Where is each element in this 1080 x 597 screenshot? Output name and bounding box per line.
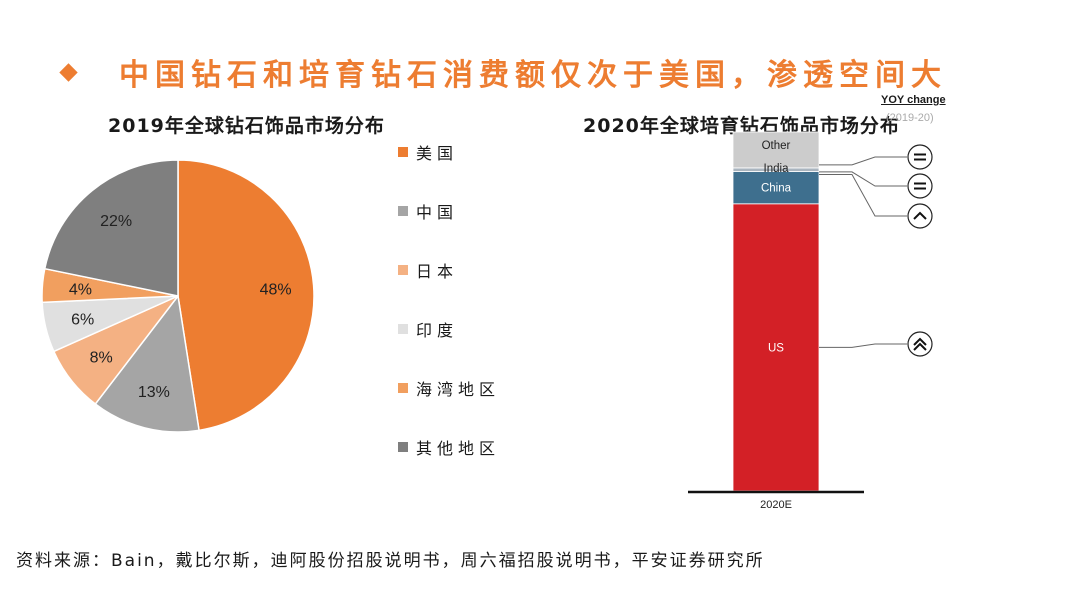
x-tick-label: 2020E bbox=[760, 499, 792, 511]
pie-data-label: 22% bbox=[100, 213, 132, 230]
legend-item: 海湾地区 bbox=[398, 376, 500, 400]
bar-segment bbox=[732, 203, 820, 492]
chevron-up-icon bbox=[907, 203, 933, 229]
slide-title: 中国钻石和培育钻石消费额仅次于美国，渗透空间大 bbox=[119, 58, 947, 93]
legend-swatch bbox=[398, 265, 408, 275]
series-label: China bbox=[761, 183, 792, 195]
pie-slice bbox=[43, 159, 179, 297]
legend-item: 印度 bbox=[398, 317, 458, 341]
legend-item: 美国 bbox=[398, 140, 458, 164]
legend-label: 海湾地区 bbox=[416, 380, 501, 399]
legend-item: 日本 bbox=[398, 258, 458, 282]
pie-chart: 48% 13% 8% 6% 4% 22% bbox=[41, 159, 315, 433]
legend-swatch bbox=[398, 383, 408, 393]
legend-label: 中国 bbox=[416, 203, 459, 222]
series-label: India bbox=[764, 163, 790, 175]
yoy-connector-line bbox=[819, 156, 907, 166]
legend-swatch bbox=[398, 206, 408, 216]
source-note: 资料来源：Bain，戴比尔斯，迪阿股份招股说明书，周六福招股说明书，平安证券研究… bbox=[16, 551, 765, 571]
series-label: Other bbox=[762, 140, 791, 152]
yoy-subtitle: (2019-20) bbox=[886, 112, 934, 124]
double-chevron-up-icon bbox=[907, 331, 933, 357]
yoy-connector-line bbox=[819, 171, 907, 187]
equals-icon bbox=[907, 173, 933, 199]
series-label: US bbox=[768, 342, 784, 354]
equals-icon bbox=[907, 144, 933, 170]
legend-label: 日本 bbox=[416, 262, 459, 281]
pie-data-label: 48% bbox=[260, 281, 292, 298]
pie-data-label: 6% bbox=[71, 312, 94, 329]
legend-item: 中国 bbox=[398, 199, 458, 223]
pie-chart-title: 2019年全球钻石饰品市场分布 bbox=[108, 115, 385, 137]
yoy-connector-line bbox=[819, 343, 907, 348]
pie-data-label: 4% bbox=[69, 281, 92, 298]
pie-data-label: 8% bbox=[90, 350, 113, 367]
slide-header: 中国钻石和培育钻石消费额仅次于美国，渗透空间大 bbox=[59, 50, 947, 94]
yoy-header: YOY change bbox=[881, 94, 946, 106]
bar-chart-title: 2020年全球培育钻石饰品市场分布 bbox=[583, 115, 900, 137]
legend-label: 其他地区 bbox=[416, 439, 501, 458]
yoy-connector-line bbox=[819, 173, 907, 217]
pie-slice bbox=[177, 159, 315, 432]
legend-label: 美国 bbox=[416, 144, 459, 163]
pie-slice bbox=[94, 294, 200, 433]
legend-swatch bbox=[398, 147, 408, 157]
legend-swatch bbox=[398, 442, 408, 452]
legend-label: 印度 bbox=[416, 321, 459, 340]
pie-data-label: 13% bbox=[138, 384, 170, 401]
legend-swatch bbox=[398, 324, 408, 334]
bar-segment bbox=[732, 131, 820, 169]
legend-item: 其他地区 bbox=[398, 435, 500, 459]
